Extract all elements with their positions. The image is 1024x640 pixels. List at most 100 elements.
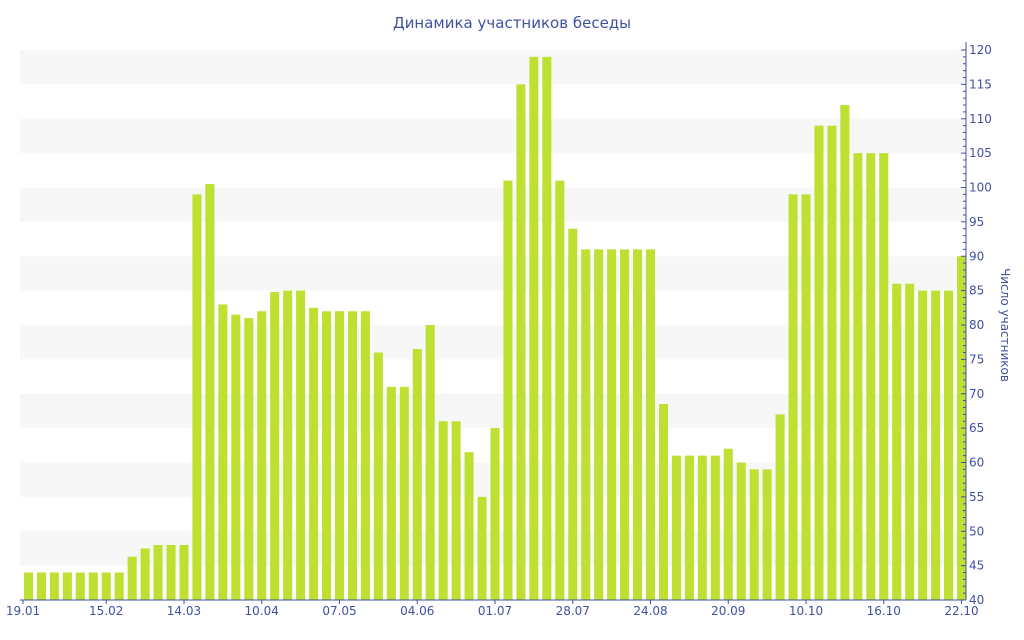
y-tick-label: 85: [969, 284, 984, 298]
bar[interactable]: [399, 386, 409, 600]
bar[interactable]: [334, 311, 345, 600]
y-tick-label: 45: [969, 559, 984, 573]
y-tick-label: 70: [969, 387, 984, 401]
grid-band: [20, 256, 966, 291]
bar[interactable]: [360, 311, 370, 600]
bar[interactable]: [451, 421, 461, 600]
y-tick-label: 65: [969, 421, 984, 435]
bar[interactable]: [723, 448, 733, 600]
y-tick-label: 100: [969, 181, 992, 195]
bar[interactable]: [88, 572, 98, 601]
bar[interactable]: [347, 311, 357, 600]
bar[interactable]: [127, 556, 137, 600]
bar[interactable]: [166, 545, 176, 600]
bar[interactable]: [866, 153, 876, 600]
bar[interactable]: [775, 414, 785, 600]
bar[interactable]: [542, 56, 552, 600]
bar[interactable]: [516, 84, 526, 600]
bar[interactable]: [477, 496, 487, 600]
bar[interactable]: [529, 56, 539, 600]
y-tick-label: 50: [969, 524, 984, 538]
bar[interactable]: [607, 249, 617, 600]
bar[interactable]: [140, 548, 150, 600]
bar[interactable]: [412, 349, 422, 600]
bar[interactable]: [853, 153, 863, 600]
bar[interactable]: [244, 318, 254, 600]
bar[interactable]: [555, 180, 565, 600]
y-tick-label: 120: [969, 43, 992, 57]
bar[interactable]: [905, 283, 915, 600]
bar[interactable]: [75, 572, 85, 601]
bar[interactable]: [801, 194, 811, 600]
bar[interactable]: [36, 572, 46, 601]
x-tick-label: 07.05: [322, 604, 356, 618]
bar[interactable]: [101, 572, 111, 601]
bar[interactable]: [179, 545, 189, 600]
y-tick-label: 80: [969, 318, 984, 332]
bar[interactable]: [581, 249, 591, 600]
bar[interactable]: [671, 455, 681, 600]
bar[interactable]: [645, 249, 656, 600]
bar[interactable]: [931, 290, 941, 600]
bar[interactable]: [257, 311, 267, 600]
bar[interactable]: [762, 469, 772, 600]
bar[interactable]: [464, 452, 474, 600]
bar[interactable]: [192, 194, 202, 600]
bar[interactable]: [892, 283, 902, 600]
bar[interactable]: [218, 304, 228, 600]
grid-band: [20, 187, 966, 222]
x-tick-label: 14.03: [167, 604, 201, 618]
bar[interactable]: [270, 292, 280, 600]
bar[interactable]: [231, 314, 241, 600]
bar[interactable]: [425, 325, 435, 600]
bar[interactable]: [749, 469, 759, 600]
x-tick-label: 24.08: [633, 604, 667, 618]
x-tick-label: 10.10: [789, 604, 823, 618]
bar[interactable]: [490, 428, 500, 600]
y-tick-label: 60: [969, 456, 984, 470]
y-tick-label: 90: [969, 249, 984, 263]
y-tick-label: 110: [969, 112, 992, 126]
x-tick-label: 22.10: [944, 604, 978, 618]
bar[interactable]: [633, 249, 643, 600]
bar[interactable]: [283, 290, 293, 600]
bar[interactable]: [594, 249, 604, 600]
y-tick-label: 55: [969, 490, 984, 504]
grid-band: [20, 50, 966, 85]
x-tick-label: 28.07: [556, 604, 590, 618]
bar[interactable]: [840, 105, 850, 600]
bar[interactable]: [736, 462, 746, 601]
bar[interactable]: [49, 572, 59, 601]
bar[interactable]: [373, 352, 383, 601]
bar[interactable]: [23, 572, 34, 601]
bar[interactable]: [684, 455, 694, 600]
x-tick-label: 04.06: [400, 604, 434, 618]
bar[interactable]: [827, 125, 837, 600]
bar[interactable]: [438, 421, 448, 600]
bar[interactable]: [879, 153, 889, 600]
bar[interactable]: [62, 572, 72, 601]
bar[interactable]: [321, 311, 332, 600]
bar[interactable]: [503, 180, 513, 600]
bar[interactable]: [710, 455, 720, 600]
y-axis: 40 45 50 55 60 65 70 75 80 85 90 95 100 105 110 115 120: [961, 42, 992, 607]
bar[interactable]: [788, 194, 798, 600]
bar[interactable]: [114, 572, 124, 601]
bar[interactable]: [697, 455, 707, 600]
bar[interactable]: [153, 545, 163, 600]
x-tick-label: 15.02: [89, 604, 123, 618]
bar[interactable]: [568, 228, 578, 600]
bar[interactable]: [620, 249, 630, 600]
bar[interactable]: [814, 125, 824, 600]
bar[interactable]: [918, 290, 928, 600]
y-tick-label: 115: [969, 77, 992, 91]
bar[interactable]: [944, 290, 954, 600]
bar[interactable]: [658, 404, 669, 600]
bar[interactable]: [296, 290, 306, 600]
bar[interactable]: [386, 386, 396, 600]
grid-band: [20, 393, 966, 429]
bar[interactable]: [205, 184, 215, 600]
y-tick-label: 40: [969, 593, 984, 607]
bar[interactable]: [309, 307, 319, 600]
